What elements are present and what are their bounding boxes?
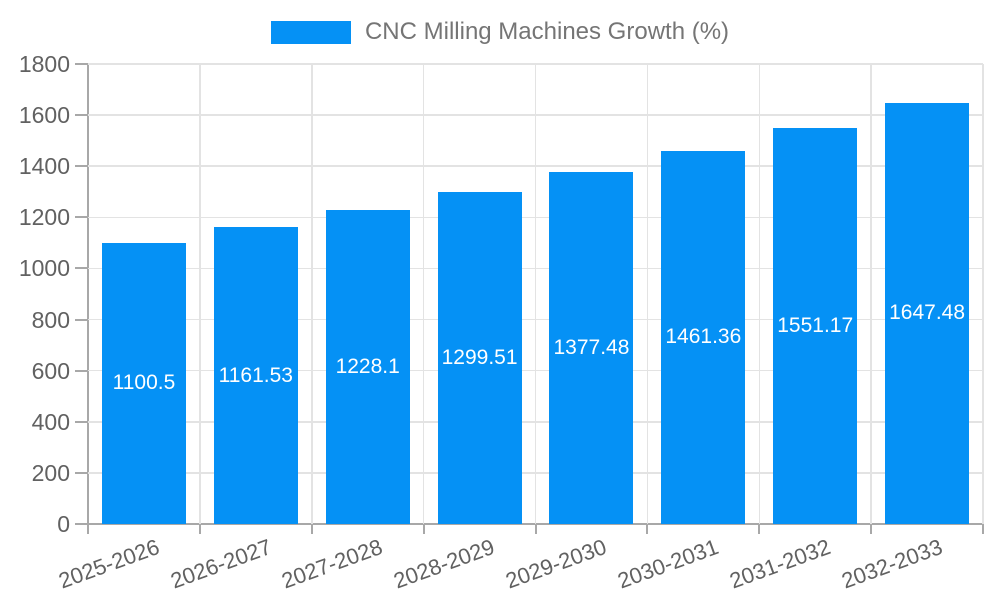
- y-tick-label: 1000: [18, 255, 70, 282]
- x-tick-label: 2029-2030: [502, 534, 610, 594]
- gridline-vertical: [646, 64, 649, 524]
- x-tick-label: 2027-2028: [278, 534, 387, 594]
- x-axis-line: [76, 523, 983, 525]
- bar[interactable]: [325, 210, 410, 524]
- y-axis-line: [87, 64, 89, 524]
- bar[interactable]: [661, 150, 746, 524]
- bar[interactable]: [773, 127, 858, 524]
- x-tick-mark: [982, 524, 984, 534]
- y-tick-label: 600: [31, 357, 70, 384]
- bar-value-label: 1377.48: [553, 335, 630, 359]
- x-tick-mark: [534, 524, 537, 534]
- bar-value-label: 1228.1: [335, 355, 400, 379]
- y-tick-mark: [75, 523, 88, 525]
- x-tick-label: 2031-2032: [726, 534, 834, 594]
- gridline-vertical: [758, 64, 760, 524]
- bar-value-label: 1461.36: [665, 325, 742, 349]
- gridline-vertical: [534, 64, 537, 524]
- y-tick-mark: [75, 63, 88, 65]
- gridline-vertical: [311, 64, 313, 524]
- x-tick-mark: [87, 524, 89, 534]
- y-tick-mark: [75, 114, 88, 117]
- x-tick-label: 2028-2029: [390, 534, 499, 594]
- y-tick-mark: [75, 267, 88, 270]
- bar-value-label: 1100.5: [112, 371, 176, 395]
- legend-color-swatch: [270, 20, 351, 44]
- y-tick-mark: [75, 165, 88, 168]
- chart-legend[interactable]: CNC Milling Machines Growth (%): [0, 18, 1000, 46]
- y-tick-label: 1600: [18, 102, 70, 129]
- bar[interactable]: [101, 242, 186, 524]
- x-tick-mark: [758, 524, 761, 534]
- y-tick-mark: [75, 369, 88, 372]
- x-tick-label: 2025-2026: [55, 534, 163, 594]
- x-tick-mark: [310, 524, 313, 534]
- bar-value-label: 1299.51: [441, 345, 518, 369]
- x-tick-mark: [646, 524, 649, 534]
- x-tick-mark: [198, 524, 201, 534]
- y-tick-label: 1200: [18, 204, 70, 231]
- x-tick-label: 2032-2033: [838, 534, 946, 594]
- gridline-vertical: [422, 64, 425, 524]
- bar[interactable]: [885, 102, 970, 524]
- y-tick-label: 1400: [18, 153, 70, 180]
- x-tick-mark: [422, 524, 425, 534]
- legend-label: CNC Milling Machines Growth (%): [364, 18, 730, 45]
- bar-value-label: 1551.17: [777, 313, 854, 337]
- y-tick-mark: [75, 216, 88, 219]
- bar[interactable]: [213, 227, 298, 524]
- x-tick-mark: [870, 524, 873, 534]
- gridline-vertical: [870, 64, 872, 524]
- gridline-vertical: [982, 64, 984, 524]
- y-tick-label: 0: [57, 511, 70, 537]
- bar[interactable]: [549, 171, 634, 524]
- y-tick-label: 1800: [18, 51, 70, 77]
- y-tick-label: 800: [31, 306, 70, 333]
- bar[interactable]: [437, 191, 522, 524]
- y-tick-mark: [75, 420, 88, 423]
- plot-area: 0 200 400 600 800 1000 1200 1400 1600 1800 1100.5 2…: [19, 52, 984, 593]
- bar-value-label: 1647.48: [889, 301, 966, 325]
- y-tick-mark: [75, 318, 88, 321]
- x-tick-label: 2026-2027: [166, 534, 275, 594]
- gridline-vertical: [199, 64, 201, 524]
- y-tick-label: 200: [31, 459, 70, 486]
- y-tick-mark: [75, 471, 88, 474]
- bar-value-label: 1161.53: [218, 363, 293, 387]
- x-tick-label: 2030-2031: [614, 534, 722, 594]
- y-tick-label: 400: [31, 408, 70, 435]
